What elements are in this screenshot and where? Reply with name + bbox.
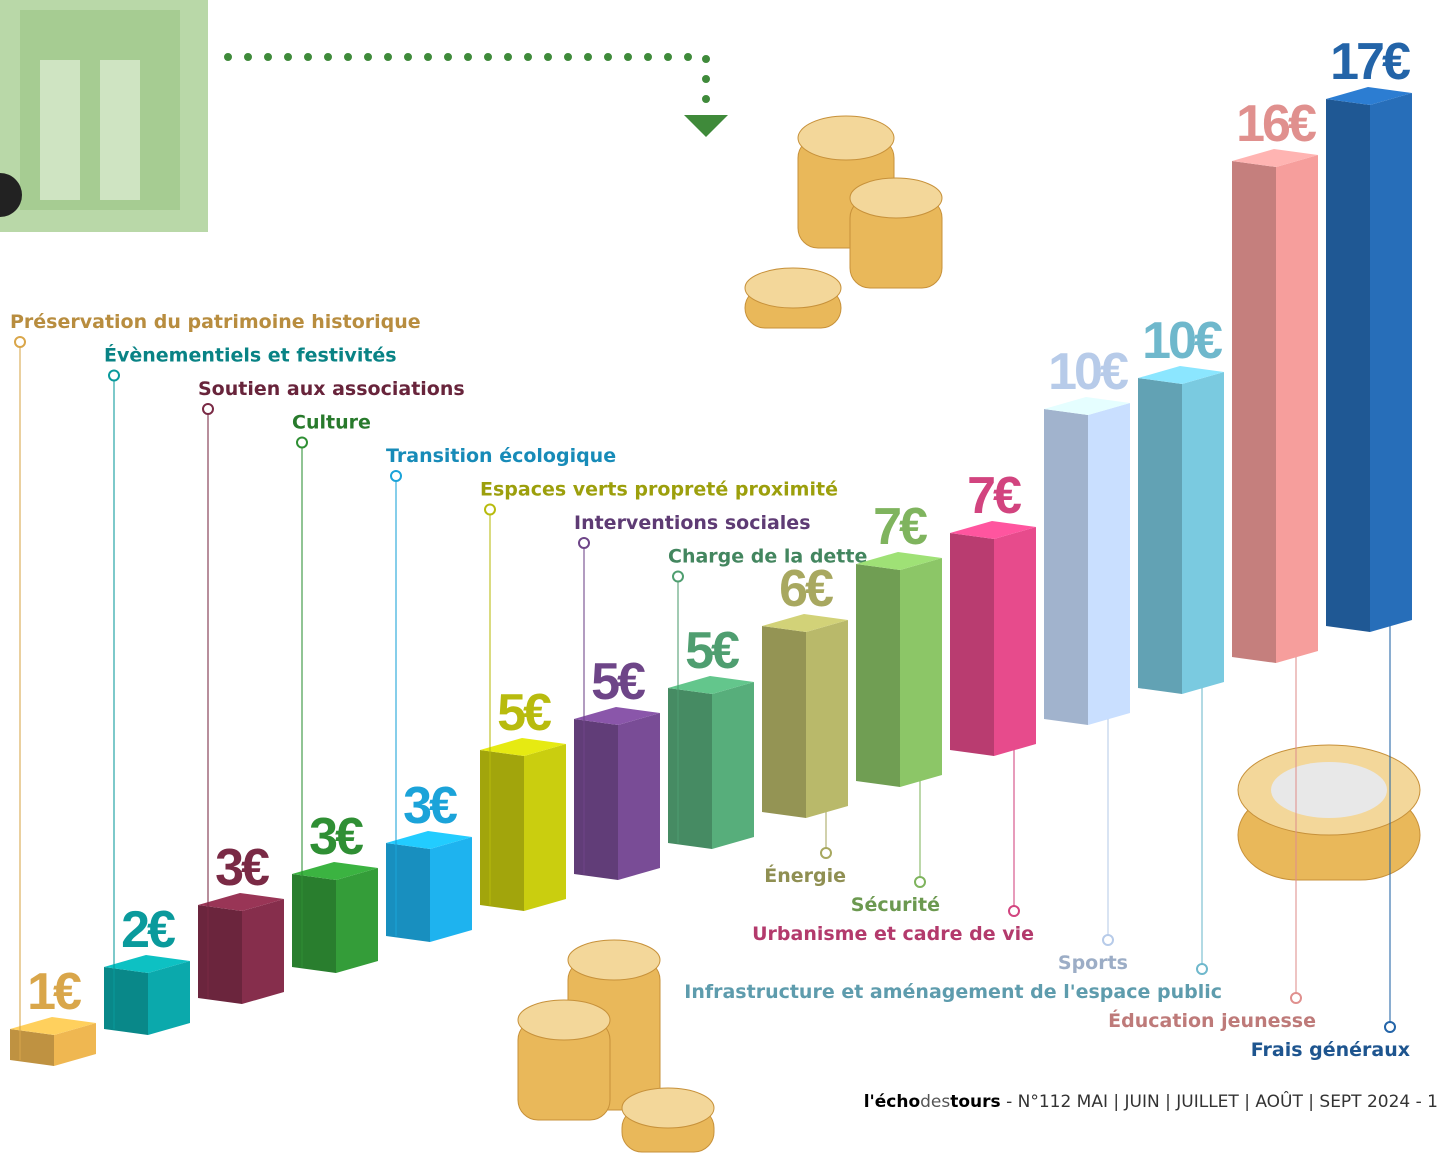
category-label: Évènementiels et festivités xyxy=(104,344,397,367)
bar xyxy=(386,831,472,942)
bars: 1€ Préservation du patrimoine historique 2… xyxy=(10,33,1412,1066)
bar-side xyxy=(1276,155,1318,663)
category-label: Énergie xyxy=(764,864,846,887)
category-label: Soutien aux associations xyxy=(198,378,465,400)
category-label: Urbanisme et cadre de vie xyxy=(752,923,1034,945)
bar xyxy=(198,893,284,1004)
issue: - N°112 MAI | JUIN | JUILLET | AOÛT | SE… xyxy=(1001,1090,1438,1112)
category-label: Transition écologique xyxy=(386,445,616,467)
bar-side xyxy=(1088,403,1130,725)
leader-dot xyxy=(579,538,589,548)
bar-side xyxy=(618,713,660,880)
infographic: 1€ Préservation du patrimoine historique 2… xyxy=(0,0,1438,1156)
bar-front xyxy=(198,905,242,1004)
bar-side xyxy=(900,558,942,787)
category-label: Sports xyxy=(1058,952,1128,974)
leader-dot xyxy=(1103,935,1113,945)
bar-side xyxy=(148,961,190,1035)
value-label: 3€ xyxy=(215,839,269,897)
bar xyxy=(1138,366,1224,694)
value-label: 5€ xyxy=(685,622,739,680)
brand: l'écho xyxy=(864,1092,920,1112)
bar-front xyxy=(480,750,524,911)
leader-dot xyxy=(297,438,307,448)
leader-dot xyxy=(1291,993,1301,1003)
value-label: 10€ xyxy=(1048,343,1128,401)
bar-front xyxy=(1044,409,1088,725)
dotted-arrow xyxy=(228,57,728,137)
bar-side xyxy=(430,837,472,942)
bar xyxy=(1326,87,1412,632)
bar xyxy=(668,676,754,849)
bar-front xyxy=(856,564,900,787)
leader-dot xyxy=(391,471,401,481)
bar-front xyxy=(386,843,430,942)
category-label: Interventions sociales xyxy=(574,512,811,534)
bar-side xyxy=(242,899,284,1004)
value-label: 7€ xyxy=(967,467,1021,525)
bar xyxy=(1044,397,1130,725)
leader-dot xyxy=(1197,964,1207,974)
bar-front xyxy=(1138,378,1182,694)
leader-dot xyxy=(821,848,831,858)
bar-front xyxy=(1326,99,1370,632)
bar-side xyxy=(994,527,1036,756)
bar-side xyxy=(524,744,566,911)
bar-front xyxy=(574,719,618,880)
bar xyxy=(480,738,566,911)
value-label: 17€ xyxy=(1330,33,1410,91)
value-label: 7€ xyxy=(873,498,927,556)
value-label: 5€ xyxy=(497,684,551,742)
value-label: 10€ xyxy=(1142,312,1222,370)
category-label: Culture xyxy=(292,412,371,434)
leader-dot xyxy=(15,337,25,347)
bar xyxy=(1232,149,1318,663)
bar-front xyxy=(668,688,712,849)
bar-front xyxy=(950,533,994,756)
bar-front xyxy=(104,967,148,1035)
value-label: 3€ xyxy=(309,808,363,866)
banknote xyxy=(0,0,208,232)
value-label: 2€ xyxy=(121,901,175,959)
bar xyxy=(104,955,190,1035)
leader-dot xyxy=(203,404,213,414)
value-label: 3€ xyxy=(403,777,457,835)
leader-dot xyxy=(673,572,683,582)
bar-side xyxy=(336,868,378,973)
category-label: Sécurité xyxy=(851,894,940,916)
value-label: 6€ xyxy=(779,560,833,618)
leader-dot xyxy=(1009,906,1019,916)
bar xyxy=(292,862,378,973)
brand: tours xyxy=(950,1092,1000,1112)
footer: l'échodestours - N°112 MAI | JUIN | JUIL… xyxy=(864,1090,1438,1112)
brand: des xyxy=(920,1092,950,1112)
bar-front xyxy=(292,874,336,973)
bar xyxy=(574,707,660,880)
category-label: Infrastructure et aménagement de l'espac… xyxy=(684,981,1222,1003)
bar xyxy=(950,521,1036,756)
category-label: Préservation du patrimoine historique xyxy=(10,311,421,333)
value-label: 1€ xyxy=(27,963,81,1021)
value-label: 16€ xyxy=(1236,95,1316,153)
value-label: 5€ xyxy=(591,653,645,711)
leader-dot xyxy=(915,877,925,887)
bar-front xyxy=(10,1029,54,1066)
category-label: Frais généraux xyxy=(1251,1039,1410,1061)
leader-dot xyxy=(109,371,119,381)
category-label: Charge de la dette xyxy=(668,546,867,568)
bar-side xyxy=(712,682,754,849)
bar xyxy=(856,552,942,787)
bar-side xyxy=(1370,93,1412,632)
bar-side xyxy=(806,620,848,818)
leader-dot xyxy=(485,505,495,515)
bar xyxy=(10,1017,96,1066)
category-label: Éducation jeunesse xyxy=(1108,1009,1316,1032)
bar-front xyxy=(762,626,806,818)
bar-side xyxy=(1182,372,1224,694)
leader-dot xyxy=(1385,1022,1395,1032)
bar xyxy=(762,614,848,818)
bar-front xyxy=(1232,161,1276,663)
category-label: Espaces verts propreté proximité xyxy=(480,479,838,501)
